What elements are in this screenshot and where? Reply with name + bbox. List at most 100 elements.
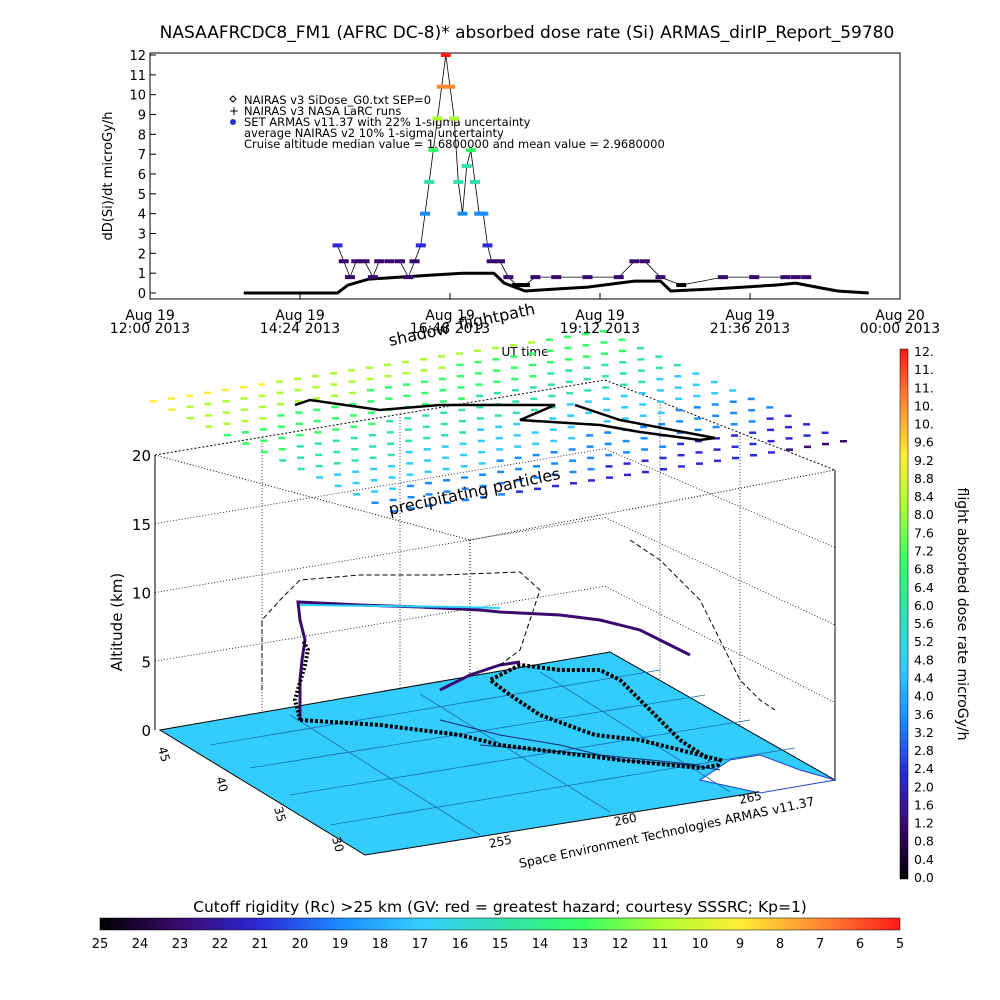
particle-mark [620, 383, 628, 387]
particle-mark [368, 422, 376, 426]
particle-mark [512, 411, 520, 415]
armas-data-point [780, 275, 791, 280]
particle-mark [552, 484, 559, 488]
particle-mark [438, 366, 446, 369]
armas-data-point [482, 243, 493, 248]
particle-mark [570, 482, 577, 485]
curtain-projection [261, 571, 541, 690]
bottom-colorbar-tick-label: 16 [452, 937, 469, 952]
particle-mark [371, 490, 379, 493]
particle-mark [240, 408, 248, 412]
particle-mark [693, 406, 701, 409]
particle-mark [457, 386, 465, 389]
plot-3d: flightpath shadow precipitating particle… [108, 299, 847, 871]
particle-mark [331, 417, 339, 420]
particle-mark [569, 459, 577, 462]
particle-mark [371, 501, 379, 505]
particle-mark [313, 408, 321, 412]
top-x-tick-time: 21:36 2013 [710, 321, 790, 337]
right-colorbar-tick-label: 8.0 [914, 507, 934, 522]
particle-mark [279, 459, 287, 462]
particle-mark [369, 456, 377, 459]
top-x-tick-time: 19:12 2013 [560, 321, 640, 337]
particle-mark [602, 397, 610, 401]
particle-mark [295, 422, 303, 426]
particle-mark [602, 386, 610, 389]
particle-mark [406, 462, 414, 465]
bottom-colorbar-tick-label: 14 [532, 937, 549, 952]
right-colorbar-tick-label: 9.2 [914, 453, 934, 468]
particle-mark [495, 436, 503, 440]
particle-mark [710, 380, 718, 384]
particle-mark [492, 358, 500, 361]
bottom-colorbar-tick-label: 5 [896, 937, 904, 952]
right-colorbar-tick-label: 1.6 [914, 797, 934, 812]
particle-mark [548, 394, 556, 398]
bottom-colorbar-ticks: 25 24 23 22 21 20 19 18 17 16 15 14 13 12 11 10 9 8 7 6 5 [92, 937, 904, 952]
legend-label: NAIRAS v3 SiDose_G0.txt SEP=0 [244, 93, 431, 107]
particle-mark [606, 476, 613, 479]
particle-mark [694, 428, 702, 432]
particle-mark [551, 473, 559, 477]
armas-data-point [582, 275, 593, 280]
particle-mark [692, 383, 700, 387]
particle-mark [333, 462, 341, 465]
particle-mark [638, 391, 646, 395]
armas-data-point [384, 259, 395, 264]
particle-mark [223, 433, 231, 437]
particle-mark [334, 473, 342, 476]
particle-mark [786, 448, 793, 451]
particle-mark [402, 372, 410, 375]
particle-mark [405, 450, 413, 454]
particle-mark [498, 493, 505, 496]
altitude-gridline [154, 517, 606, 593]
particle-mark [675, 397, 683, 401]
particle-mark [479, 473, 487, 476]
particle-mark [729, 389, 737, 392]
armas-data-point [395, 259, 405, 264]
particle-mark [476, 405, 484, 409]
armas-data-point [415, 243, 426, 248]
right-colorbar-tick-label: 12. [914, 344, 934, 359]
particle-mark [587, 456, 595, 460]
right-colorbar-tick-label: 9.6 [914, 435, 934, 450]
particle-mark [674, 375, 682, 378]
particle-mark [636, 346, 644, 350]
particle-mark [366, 366, 373, 369]
particle-mark [204, 391, 211, 395]
right-colorbar-tick-label: 8.8 [914, 471, 934, 486]
particle-mark [440, 411, 448, 415]
legend-label: average NAIRAS v2 10% 1-sigma uncertaint… [244, 126, 504, 140]
altitude-tick-label: 15 [132, 516, 151, 534]
particle-mark [713, 448, 721, 451]
particle-mark [423, 448, 431, 451]
top-y-tick-label: 2 [138, 247, 146, 262]
top-legend: NAIRAS v3 SiDose_G0.txt SEP=0 + NAIRAS v3 … [229, 93, 665, 151]
particle-mark [640, 425, 648, 429]
particle-mark [370, 467, 378, 471]
particle-mark [731, 445, 739, 449]
particle-mark [441, 434, 449, 437]
particle-mark [478, 450, 486, 454]
bottom-colorbar-tick-label: 17 [412, 937, 429, 952]
particle-mark [584, 400, 592, 403]
particle-mark [242, 442, 250, 445]
armas-data-point [551, 275, 562, 280]
particle-mark [332, 428, 340, 431]
particle-mark [421, 391, 429, 395]
flightpath-label: flightpath [457, 299, 537, 334]
particle-mark [332, 439, 340, 443]
armas-data-point [359, 259, 370, 264]
particle-mark [693, 394, 701, 398]
particle-mark [348, 391, 356, 395]
legend-label: Cruise altitude median value = 1.6800000… [244, 137, 665, 151]
armas-data-point [749, 275, 760, 280]
particle-mark [551, 462, 559, 465]
armas-data-point [470, 179, 480, 184]
particle-mark [492, 346, 499, 350]
particle-mark [493, 380, 501, 384]
particle-mark [240, 386, 247, 389]
particle-mark [478, 462, 486, 465]
altitude-gridline [154, 585, 606, 662]
particle-mark [583, 366, 591, 370]
